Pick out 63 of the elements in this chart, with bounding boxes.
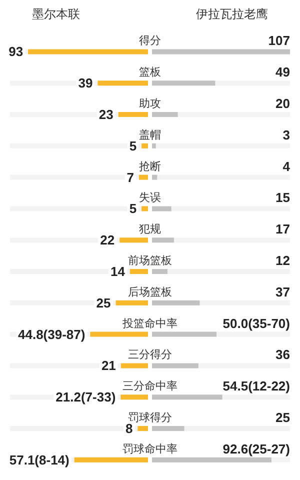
bar [28,49,148,54]
data-label: 15 [276,190,290,206]
y-tick-label: 三分得分 [128,348,172,362]
y-tick-label: 盖帽 [139,128,161,142]
data-label: 93 [8,44,24,60]
y-tick-label: 三分命中率 [122,380,178,393]
data-label: 21.2(7-33) [56,390,116,405]
data-label: 21 [101,358,116,374]
text: 墨尔本联 [32,7,80,21]
bar [142,206,148,212]
bar [152,174,158,180]
bar [120,238,148,243]
y-tick-label: 助攻 [139,97,161,110]
data-label: 5 [129,138,137,154]
bar [116,300,148,306]
y-tick-label: 抢断 [139,160,161,173]
data-label: 50.0(35-70) [222,316,290,331]
data-label: 36 [276,347,290,362]
bar [120,394,148,400]
bar [142,143,148,148]
bar [130,269,148,274]
data-label: 22 [100,232,115,248]
data-label: 14 [110,264,126,279]
y-tick-label: 得分 [139,34,161,48]
bar [74,457,148,462]
y-tick-label: 犯规 [139,222,161,236]
y-tick-label: 罚球得分 [128,411,172,424]
bar [152,269,168,274]
data-label: 20 [276,96,290,111]
bar [152,238,174,243]
y-tick-label: 投篮命中率 [122,316,178,330]
data-label: 8 [125,421,133,436]
data-label: 39 [78,76,93,91]
data-label: 17 [276,222,290,237]
y-tick-label: 失误 [139,191,161,204]
data-label: 44.8(39-87) [18,326,86,342]
bar [152,426,184,431]
bar [152,206,172,212]
bar [152,143,156,148]
data-label: 12 [276,253,290,268]
bar [118,112,148,117]
data-label: 57.1(8-14) [9,452,70,468]
y-tick-label: 后场篮板 [128,285,172,298]
data-label: 92.6(25-27) [222,441,290,456]
data-label: 37 [276,284,290,300]
data-label: 107 [268,33,290,48]
data-label: 25 [96,295,111,310]
data-label: 3 [282,127,290,142]
data-label: 7 [126,170,134,185]
y-tick-label: 罚球命中率 [122,442,178,456]
bar [120,363,148,368]
data-label: 4 [282,158,291,174]
y-tick-label: 前场篮板 [128,254,172,267]
bar [138,426,148,431]
bar [152,112,178,117]
data-label: 54.5(12-22) [222,378,290,394]
text: 伊拉瓦拉老鹰 [196,7,268,21]
data-label: 25 [276,410,290,425]
y-tick-label: 篮板 [139,66,161,79]
data-label: 23 [98,107,114,122]
bar [138,174,148,180]
data-label: 49 [276,64,290,80]
data-label: 5 [129,201,137,216]
